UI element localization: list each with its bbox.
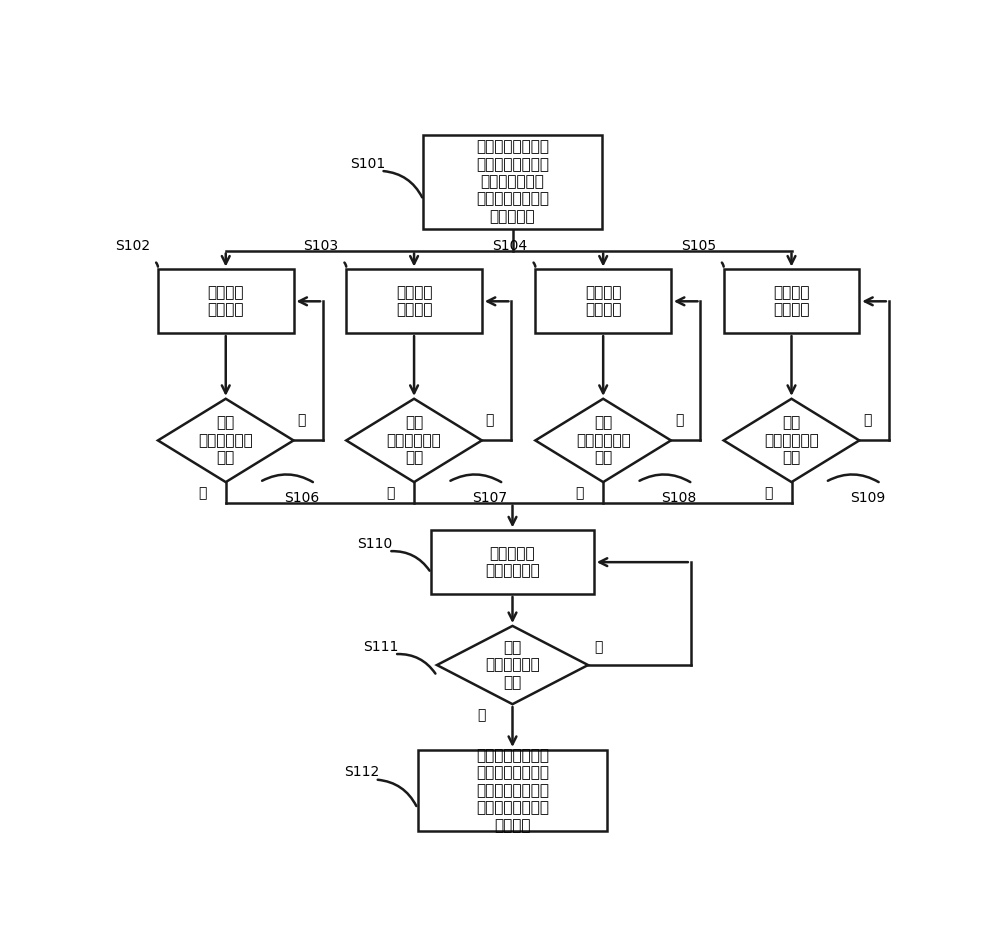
Text: 否: 否 (675, 413, 683, 427)
FancyBboxPatch shape (158, 269, 294, 333)
FancyBboxPatch shape (535, 269, 671, 333)
Text: 否: 否 (594, 640, 603, 654)
Text: S111: S111 (363, 640, 399, 654)
Text: 判断收尘
工序工况: 判断收尘 工序工况 (585, 285, 621, 317)
Text: S109: S109 (850, 491, 885, 504)
Polygon shape (535, 399, 671, 482)
Text: 是: 是 (764, 486, 772, 500)
Polygon shape (724, 399, 859, 482)
Text: 后端
工序工况是否
变化: 后端 工序工况是否 变化 (764, 416, 819, 466)
Text: 否: 否 (297, 413, 306, 427)
Text: S104: S104 (492, 240, 528, 253)
FancyBboxPatch shape (431, 531, 594, 594)
Text: 是: 是 (387, 486, 395, 500)
Text: 收尘
工序工况是否
变化: 收尘 工序工况是否 变化 (576, 416, 631, 466)
Text: S102: S102 (115, 240, 150, 253)
Text: 前端
工序工况是否
变化: 前端 工序工况是否 变化 (198, 416, 253, 466)
FancyBboxPatch shape (423, 135, 602, 229)
Text: S110: S110 (358, 537, 393, 551)
Text: 判断前端
工序工况: 判断前端 工序工况 (208, 285, 244, 317)
Text: 检测余热锅炉相关
参数，通讯传输前
端工序，收尘工
序。供水工序，后
端工序工况: 检测余热锅炉相关 参数，通讯传输前 端工序，收尘工 序。供水工序，后 端工序工况 (476, 139, 549, 224)
Text: 记录当前余热锅炉
及各工序的相关参
数，将余热锅炉相
关参数通讯传输至
其他工序: 记录当前余热锅炉 及各工序的相关参 数，将余热锅炉相 关参数通讯传输至 其他工序 (476, 748, 549, 833)
Polygon shape (437, 626, 588, 704)
Text: 对余热锅炉
进行控制联锁: 对余热锅炉 进行控制联锁 (485, 546, 540, 579)
Text: 供水
工序工况是否
变化: 供水 工序工况是否 变化 (387, 416, 441, 466)
Text: 是: 是 (576, 486, 584, 500)
Polygon shape (346, 399, 482, 482)
Text: S106: S106 (284, 491, 319, 504)
Text: 是: 是 (477, 708, 486, 722)
Text: S103: S103 (303, 240, 339, 253)
FancyBboxPatch shape (346, 269, 482, 333)
Text: S112: S112 (344, 765, 379, 779)
Text: S108: S108 (661, 491, 697, 504)
Text: 否: 否 (863, 413, 872, 427)
Text: 判断后端
工序工况: 判断后端 工序工况 (773, 285, 810, 317)
Text: 判断供水
工序工况: 判断供水 工序工况 (396, 285, 432, 317)
Text: 余热
锅炉运行是否
正常: 余热 锅炉运行是否 正常 (485, 640, 540, 690)
Text: S107: S107 (472, 491, 507, 504)
FancyBboxPatch shape (418, 750, 607, 831)
FancyBboxPatch shape (724, 269, 859, 333)
Text: S105: S105 (681, 240, 716, 253)
Text: S101: S101 (350, 156, 385, 170)
Text: 否: 否 (486, 413, 494, 427)
Polygon shape (158, 399, 294, 482)
Text: 是: 是 (198, 486, 207, 500)
